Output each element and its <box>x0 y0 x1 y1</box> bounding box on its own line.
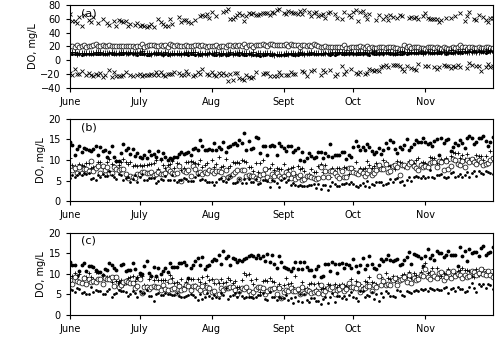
Y-axis label: DO, mg/L: DO, mg/L <box>36 137 46 183</box>
Y-axis label: DO, mg/L: DO, mg/L <box>36 251 46 297</box>
Text: (c): (c) <box>80 236 96 246</box>
Text: (b): (b) <box>80 122 96 132</box>
Text: (a): (a) <box>80 9 96 18</box>
Y-axis label: DO, mg/L: DO, mg/L <box>28 24 38 69</box>
